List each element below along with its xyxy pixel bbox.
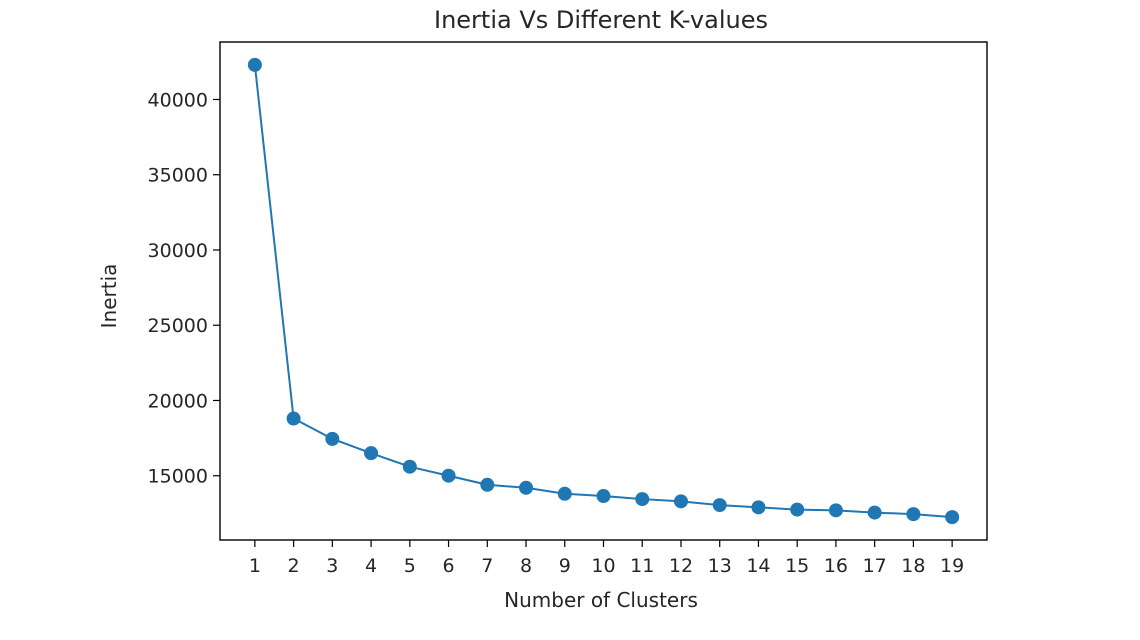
y-axis: 15000 20000 25000 30000 35000 40000	[148, 89, 220, 488]
y-axis-title: Inertia	[97, 264, 121, 329]
data-point	[867, 505, 882, 520]
y-tick-label: 25000	[148, 315, 208, 337]
data-point	[828, 503, 843, 518]
data-point	[712, 498, 727, 513]
data-point	[480, 477, 495, 492]
data-point	[441, 468, 456, 483]
x-tick-label: 6	[443, 555, 455, 577]
series-layer	[247, 57, 960, 525]
plot-frame	[219, 41, 988, 541]
y-tick-label: 30000	[148, 240, 208, 262]
data-point	[906, 507, 921, 522]
x-tick-label: 11	[630, 555, 654, 577]
x-tick-label: 13	[708, 555, 732, 577]
data-point	[325, 431, 340, 446]
data-point	[673, 494, 688, 509]
x-tick-label: 12	[669, 555, 693, 577]
y-tick-label: 35000	[148, 165, 208, 187]
x-axis-title: Number of Clusters	[504, 588, 698, 612]
x-tick-label: 19	[940, 555, 964, 577]
x-tick-label: 16	[824, 555, 848, 577]
data-point	[247, 57, 262, 72]
x-tick-label: 7	[481, 555, 493, 577]
y-tick-label: 40000	[148, 89, 208, 111]
data-point	[286, 411, 301, 426]
y-tick-label: 15000	[148, 466, 208, 488]
x-tick-label: 1	[249, 555, 261, 577]
x-tick-label: 10	[591, 555, 615, 577]
x-tick-label: 17	[863, 555, 887, 577]
y-tick-label: 20000	[148, 390, 208, 412]
data-point	[635, 492, 650, 507]
x-tick-label: 18	[901, 555, 925, 577]
x-tick-label: 15	[785, 555, 809, 577]
data-point	[364, 446, 379, 461]
data-point	[557, 486, 572, 501]
x-tick-label: 4	[365, 555, 377, 577]
series-line	[253, 64, 953, 519]
data-point	[751, 500, 766, 515]
x-tick-label: 8	[520, 555, 532, 577]
data-point	[945, 510, 960, 525]
data-point	[596, 489, 611, 504]
data-point	[402, 459, 417, 474]
x-tick-label: 3	[326, 555, 338, 577]
data-point	[519, 480, 534, 495]
x-tick-label: 14	[746, 555, 770, 577]
x-tick-label: 2	[288, 555, 300, 577]
x-tick-label: 5	[404, 555, 416, 577]
plot-area	[219, 41, 988, 541]
data-point	[790, 502, 805, 517]
chart-title: Inertia Vs Different K-values	[434, 6, 768, 34]
x-tick-label: 9	[559, 555, 571, 577]
x-axis: 1 2 3 4 5 6 7 8 9 10 11 12 13 14 15 16 17 18 19	[249, 540, 964, 577]
